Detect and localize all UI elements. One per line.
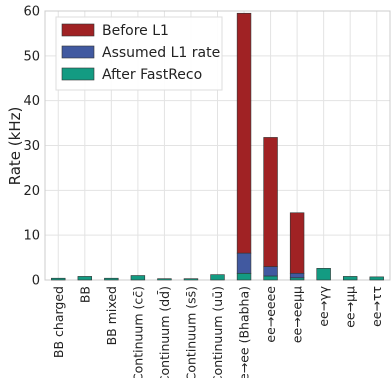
legend-entry: After FastReco [102, 67, 202, 83]
x-tick-label: Continuum (dd̄) [157, 286, 172, 378]
legend: Before L1 Assumed L1 rate After FastReco [55, 16, 223, 91]
bar-segment [236, 252, 252, 274]
bar-segment [130, 275, 146, 281]
bar-segment [263, 266, 278, 277]
x-tick-label: ee→ee (Bhabha) [237, 286, 252, 378]
bar-segment [51, 277, 66, 281]
x-tick-label: BB mixed [104, 286, 119, 345]
y-tick-label: 20 [23, 184, 40, 199]
bar-segment [263, 275, 278, 281]
bar-segment [369, 276, 384, 281]
y-tick-label: 50 [23, 49, 40, 64]
y-tick-label: 30 [23, 139, 40, 154]
x-tick-label: Continuum (cc̄) [130, 286, 145, 378]
x-tick-label: Continuum (uū) [210, 286, 225, 378]
x-tick-label: ee→eeee [263, 286, 278, 343]
y-tick-label: 10 [23, 229, 40, 244]
x-tick-label: ee→ττ [369, 286, 384, 327]
bar-segment [236, 272, 252, 281]
x-tick-label: BB [77, 286, 92, 303]
legend-swatch [61, 23, 95, 37]
bars-group [51, 12, 384, 281]
bar-segment [316, 268, 331, 281]
bar-segment [77, 276, 93, 281]
y-tick-label: 40 [23, 94, 40, 109]
bar-segment [289, 277, 305, 281]
y-axis-label: Rate (kHz) [6, 107, 24, 186]
x-tick-labels: BB charged BB BB mixed Continuum (cc̄) Conti… [51, 285, 384, 378]
y-tick-label: 60 [23, 5, 40, 20]
x-tick-label: ee→eeμμ [290, 286, 305, 343]
bar-segment [104, 277, 119, 281]
legend-swatch [61, 67, 95, 81]
x-tick-label: ee→γγ [316, 285, 331, 326]
x-tick-label: Continuum (ss̄) [183, 286, 198, 378]
y-tick-labels: 0 10 20 30 40 50 60 [23, 5, 40, 289]
x-tick-label: ee→μμ [343, 286, 358, 328]
bar-segment [342, 276, 358, 281]
bar-segment [210, 274, 225, 281]
bar-segment [289, 212, 305, 274]
legend-entry: Before L1 [102, 23, 169, 39]
bar-segment [236, 12, 252, 254]
bar-segment [263, 137, 278, 267]
legend-swatch [61, 45, 95, 59]
legend-entry: Assumed L1 rate [102, 45, 220, 61]
bar-segment [157, 278, 172, 281]
y-tick-label: 0 [32, 274, 40, 289]
bar-segment [289, 272, 305, 279]
bar-segment [183, 278, 199, 281]
x-tick-label: BB charged [51, 286, 66, 358]
